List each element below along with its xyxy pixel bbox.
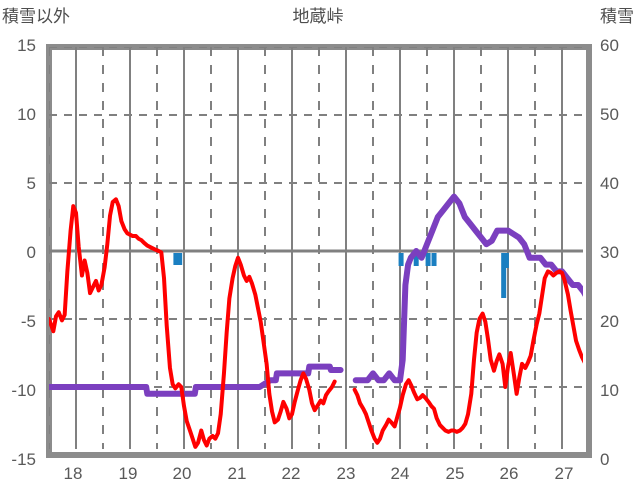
precipitation-bar bbox=[431, 253, 437, 266]
temperature-line bbox=[49, 197, 583, 449]
x-tick-27: 27 bbox=[554, 464, 574, 483]
x-tick-18: 18 bbox=[63, 464, 83, 483]
temperature-path bbox=[352, 269, 583, 445]
right-tick-40: 40 bbox=[600, 174, 619, 193]
left-axis-title: 積雪以外 bbox=[2, 7, 70, 26]
right-tick-0: 0 bbox=[600, 450, 610, 469]
precipitation-bar bbox=[501, 253, 507, 298]
plot-area bbox=[46, 44, 592, 458]
x-tick-19: 19 bbox=[118, 464, 138, 483]
left-tick-neg15: -15 bbox=[11, 450, 36, 469]
plot-inner bbox=[49, 47, 598, 464]
snow-depth-line bbox=[49, 193, 583, 397]
right-tick-30: 30 bbox=[600, 243, 619, 262]
x-tick-26: 26 bbox=[499, 464, 519, 483]
left-tick-neg10: -10 bbox=[11, 381, 36, 400]
right-tick-20: 20 bbox=[600, 312, 619, 331]
snow-depth-path bbox=[49, 363, 344, 397]
x-tick-23: 23 bbox=[336, 464, 356, 483]
left-tick-0: 0 bbox=[26, 243, 36, 262]
precipitation-bar bbox=[425, 253, 431, 266]
precipitation-bar bbox=[398, 253, 404, 266]
page-title: 地蔵峠 bbox=[292, 7, 344, 26]
precipitation-bar bbox=[503, 253, 509, 268]
left-tick-15: 15 bbox=[17, 36, 36, 55]
right-tick-10: 10 bbox=[600, 381, 619, 400]
left-tick-5: 5 bbox=[26, 174, 36, 193]
chart-canvas bbox=[49, 47, 583, 449]
snow-depth-path bbox=[352, 193, 583, 384]
precipitation-bar bbox=[413, 253, 419, 266]
x-tick-20: 20 bbox=[172, 464, 192, 483]
x-tick-22: 22 bbox=[281, 464, 301, 483]
right-axis-title: 積雪 bbox=[600, 7, 634, 26]
right-tick-50: 50 bbox=[600, 105, 619, 124]
precipitation-bar bbox=[177, 253, 183, 265]
precipitation-bar bbox=[173, 253, 179, 265]
x-tick-24: 24 bbox=[390, 464, 410, 483]
right-tick-60: 60 bbox=[600, 36, 619, 55]
temperature-path bbox=[49, 197, 337, 449]
precipitation-bars bbox=[173, 253, 509, 298]
x-tick-21: 21 bbox=[227, 464, 247, 483]
left-tick-neg5: -5 bbox=[20, 312, 36, 331]
left-tick-10: 10 bbox=[17, 105, 36, 124]
x-tick-25: 25 bbox=[445, 464, 465, 483]
